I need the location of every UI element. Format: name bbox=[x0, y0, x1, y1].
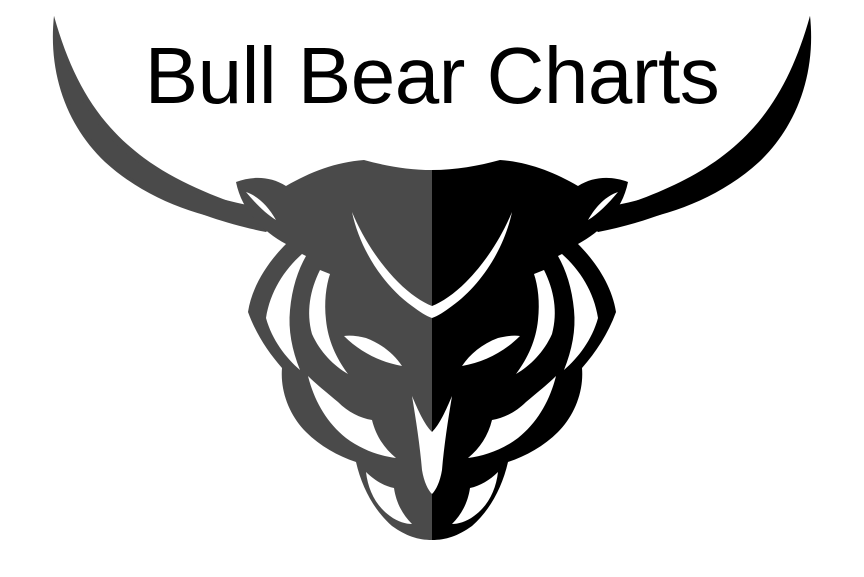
logo-title: Bull Bear Charts bbox=[144, 31, 720, 120]
